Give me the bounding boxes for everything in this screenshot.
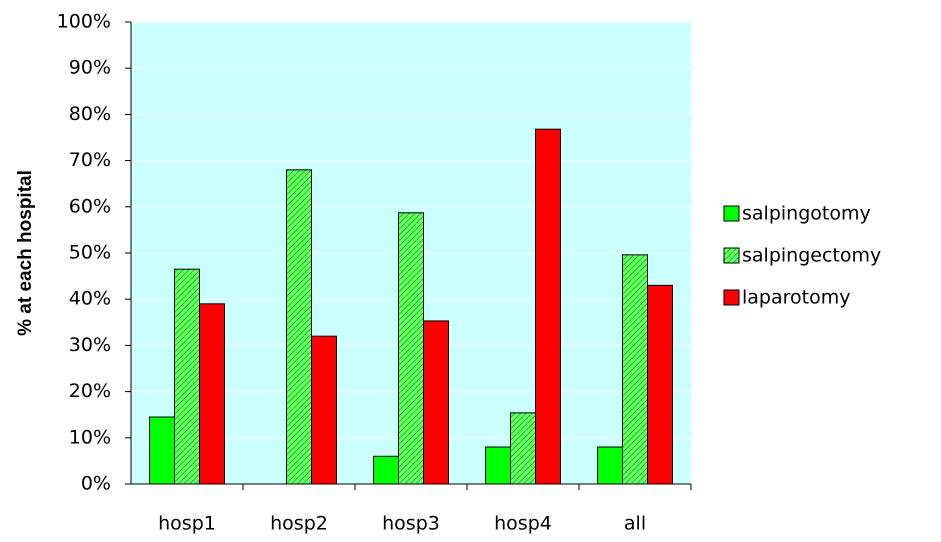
legend-swatch (723, 247, 740, 264)
bar (373, 455, 399, 485)
x-tick-label: hosp2 (270, 513, 328, 535)
x-tick-label: hosp3 (382, 513, 440, 535)
legend-label: laparotomy (742, 287, 850, 309)
legend-label: salpingectomy (742, 245, 881, 267)
y-tick-label: 30% (69, 334, 111, 356)
legend-swatch (723, 289, 740, 306)
bar (199, 303, 225, 485)
y-tick-label: 70% (69, 149, 111, 171)
bar (622, 254, 648, 485)
y-tick-label: 60% (69, 195, 111, 217)
y-tick-label: 100% (57, 11, 111, 33)
y-tick-label: 10% (69, 426, 111, 448)
y-tick-label: 50% (69, 242, 111, 264)
legend-label: salpingotomy (742, 203, 871, 225)
y-tick-label: 40% (69, 288, 111, 310)
y-tick-label: 90% (69, 57, 111, 79)
x-tick-label: hosp4 (494, 513, 552, 535)
bar (510, 412, 536, 485)
bar (286, 169, 312, 485)
bar (647, 284, 673, 485)
legend-swatch (723, 205, 740, 222)
bar (174, 268, 200, 485)
y-tick-label: 20% (69, 380, 111, 402)
bar (149, 416, 175, 485)
bar (423, 320, 449, 485)
bar (398, 212, 424, 485)
bar (485, 446, 511, 485)
y-tick-label: 80% (69, 103, 111, 125)
x-tick-label: hosp1 (158, 513, 216, 535)
bar (597, 446, 623, 485)
x-tick-label: all (624, 513, 646, 535)
bar (535, 128, 561, 485)
y-axis-label: % at each hospital (15, 170, 36, 336)
bar (311, 335, 337, 485)
y-tick-label: 0% (81, 473, 111, 495)
